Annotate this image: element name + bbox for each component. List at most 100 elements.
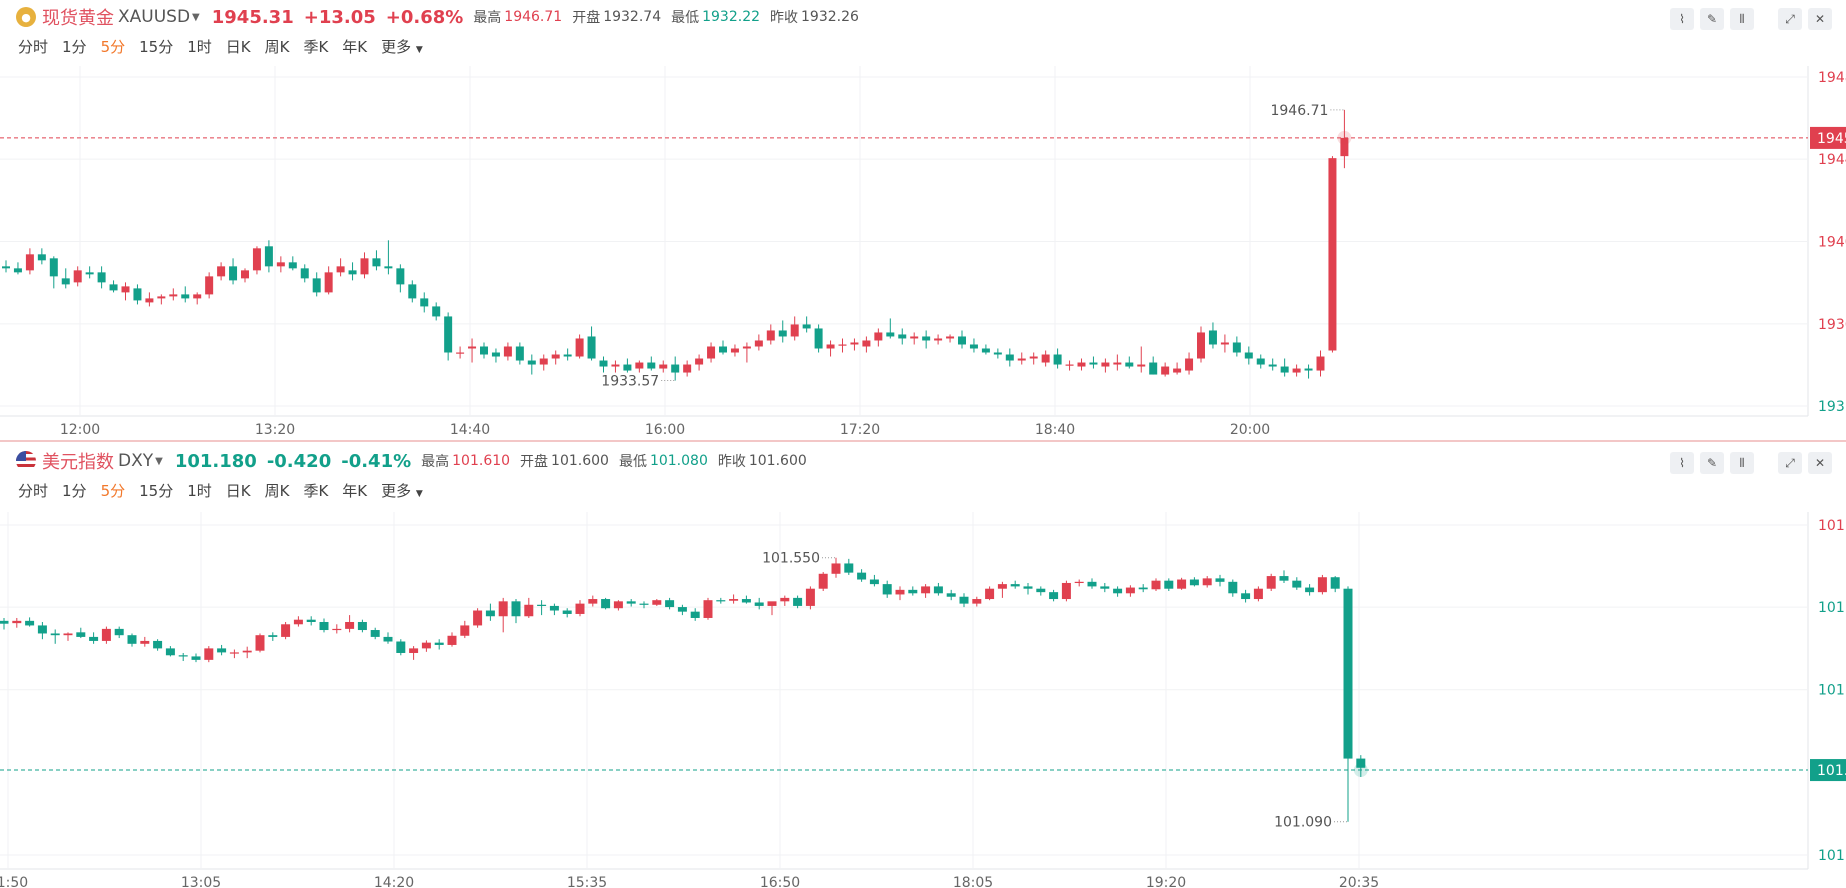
candle-body [281, 624, 291, 637]
tab-period[interactable]: 季K [303, 38, 329, 56]
symbol-code[interactable]: XAUUSD [118, 7, 191, 27]
x-tick-label: 14:40 [450, 422, 490, 438]
candle-body [882, 584, 892, 595]
candle-body [165, 648, 175, 656]
tab-period[interactable]: 日K [225, 482, 251, 500]
candle-body [601, 599, 611, 609]
last-price-glow [1353, 763, 1368, 778]
tab-period[interactable]: 日K [225, 38, 251, 56]
open-label: 开盘 [520, 454, 549, 470]
candle-body [1292, 580, 1302, 588]
line-chart-icon[interactable]: ⌇ [1670, 452, 1694, 474]
tab-period[interactable]: 15分 [139, 38, 174, 56]
candle-body [1330, 577, 1340, 589]
open-label: 开盘 [572, 10, 601, 26]
tab-period[interactable]: 年K [342, 482, 368, 500]
dxy-candlestick-chart[interactable]: 101.607 101.464 101.320 101.032 11:50 13:05 14… [0, 512, 1846, 888]
candlestick-icon[interactable]: ⫴ [1730, 452, 1754, 474]
candle-body [73, 270, 82, 283]
tab-period[interactable]: 季K [303, 482, 329, 500]
candle-body [345, 621, 355, 629]
candle-body [729, 599, 739, 601]
candle-body [37, 254, 46, 261]
candle-body [1185, 358, 1194, 371]
candle-body [1241, 593, 1251, 600]
tab-period[interactable]: 分时 [18, 482, 49, 500]
close-icon[interactable]: ✕ [1808, 8, 1832, 30]
candle-body [802, 324, 811, 329]
candle-body [360, 258, 369, 275]
candle-body [703, 600, 713, 618]
high-label: 最高 [421, 454, 450, 470]
candle-body [895, 589, 905, 595]
candle-body [766, 330, 775, 341]
candle-body [778, 330, 787, 337]
candle-body [85, 272, 94, 275]
candle-body [767, 601, 777, 606]
more-periods-dropdown[interactable]: 更多 ▼ [381, 36, 423, 57]
candle-body [1100, 586, 1110, 589]
candle-body [1074, 581, 1084, 584]
candle-body [549, 605, 559, 611]
candle-body [1036, 588, 1046, 593]
candle-body [13, 268, 22, 273]
y-tick-label: 101.320 [1818, 683, 1846, 699]
candle-body [193, 294, 202, 299]
candle-body [460, 625, 470, 636]
candle-body [503, 346, 512, 357]
candle-body [434, 642, 444, 645]
tab-period[interactable]: 1时 [187, 482, 212, 500]
tab-period[interactable]: 周K [264, 482, 290, 500]
candle-body [63, 633, 73, 636]
candle-body [844, 563, 854, 573]
symbol-code[interactable]: DXY [118, 451, 154, 471]
candle-body [205, 276, 214, 295]
candle-body [396, 641, 406, 653]
candle-body [255, 635, 265, 651]
candle-body [1268, 364, 1277, 367]
candle-body [312, 278, 321, 293]
x-tick-label: 14:20 [374, 875, 414, 888]
tab-period-active[interactable]: 5分 [100, 482, 126, 500]
more-label: 更多 [381, 38, 412, 56]
last-price: 101.180 [174, 450, 257, 472]
tab-period[interactable]: 1分 [62, 482, 87, 500]
tab-period[interactable]: 年K [342, 38, 368, 56]
chevron-down-icon[interactable]: ▼ [155, 455, 163, 467]
symbol-name[interactable]: 现货黄金 [42, 8, 114, 29]
candle-body [1328, 158, 1337, 351]
candle-body [1220, 342, 1229, 345]
tab-period-active[interactable]: 5分 [100, 38, 126, 56]
pen-icon[interactable]: ✎ [1700, 452, 1724, 474]
chevron-down-icon[interactable]: ▼ [192, 11, 200, 23]
candle-body [332, 628, 342, 631]
candle-body [204, 648, 214, 660]
candle-body [537, 604, 547, 606]
tab-period[interactable]: 分时 [18, 38, 49, 56]
candlestick-icon[interactable]: ⫴ [1730, 8, 1754, 30]
close-icon[interactable]: ✕ [1808, 452, 1832, 474]
candle-body [300, 268, 309, 279]
pen-icon[interactable]: ✎ [1700, 8, 1724, 30]
tab-period[interactable]: 周K [264, 38, 290, 56]
current-price-label: 1945.31 [1817, 131, 1846, 147]
gold-chart-panel: ● 现货黄金 XAUUSD ▼ 1945.31 +13.05 +0.68% 最高… [0, 0, 1846, 440]
symbol-name[interactable]: 美元指数 [42, 452, 114, 473]
tab-period[interactable]: 1时 [187, 38, 212, 56]
candle-body [1065, 364, 1074, 366]
candle-body [12, 620, 22, 624]
expand-icon[interactable]: ⤢ [1778, 452, 1802, 474]
candle-body [742, 346, 751, 349]
expand-icon[interactable]: ⤢ [1778, 8, 1802, 30]
more-periods-dropdown[interactable]: 更多 ▼ [381, 480, 423, 501]
candle-body [1061, 582, 1071, 600]
candle-body [324, 272, 333, 293]
line-chart-icon[interactable]: ⌇ [1670, 8, 1694, 30]
tab-period[interactable]: 15分 [139, 482, 174, 500]
candle-body [1304, 368, 1313, 371]
candle-body [25, 254, 34, 271]
candle-body [993, 352, 1002, 355]
candle-body [447, 635, 457, 645]
tab-period[interactable]: 1分 [62, 38, 87, 56]
